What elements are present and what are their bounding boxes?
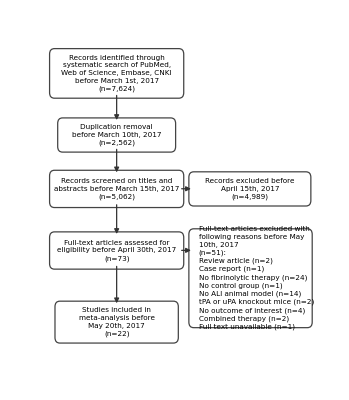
Text: Records identified through
systematic search of PubMed,
Web of Science, Embase, : Records identified through systematic se… — [61, 55, 172, 92]
FancyBboxPatch shape — [58, 118, 176, 152]
FancyBboxPatch shape — [50, 170, 184, 208]
Text: Records screened on titles and
abstracts before March 15th, 2017
(n=5,062): Records screened on titles and abstracts… — [54, 178, 179, 200]
FancyBboxPatch shape — [50, 232, 184, 269]
Text: Full-text articles excluded with
following reasons before May
10th, 2017
(n=51):: Full-text articles excluded with followi… — [199, 226, 314, 330]
Text: Records excluded before
April 15th, 2017
(n=4,989): Records excluded before April 15th, 2017… — [205, 178, 295, 200]
Text: Duplication removal
before March 10th, 2017
(n=2,562): Duplication removal before March 10th, 2… — [72, 124, 161, 146]
FancyBboxPatch shape — [189, 229, 312, 328]
FancyBboxPatch shape — [50, 49, 184, 98]
Text: Full-text articles assessed for
eligibility before April 30th, 2017
(n=73): Full-text articles assessed for eligibil… — [57, 240, 176, 262]
FancyBboxPatch shape — [55, 301, 178, 343]
FancyBboxPatch shape — [189, 172, 311, 206]
Text: Studies included in
meta-analysis before
May 20th, 2017
(n=22): Studies included in meta-analysis before… — [79, 307, 155, 337]
